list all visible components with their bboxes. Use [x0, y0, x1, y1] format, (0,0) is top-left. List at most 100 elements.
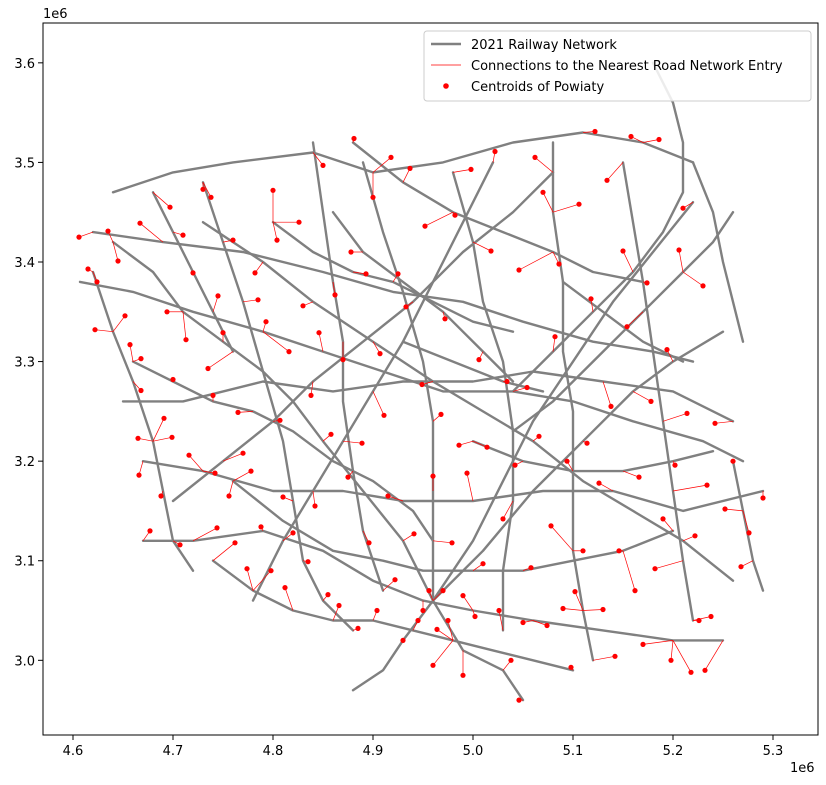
connection-line [312, 152, 324, 166]
railway-line [141, 460, 765, 513]
centroid-point [180, 232, 186, 238]
connection-line [387, 495, 404, 502]
legend-label-connection: Connections to the Nearest Road Network … [471, 59, 783, 74]
railway-line [231, 479, 675, 572]
centroid-point [85, 266, 91, 272]
connection-line [152, 418, 165, 442]
centroid-point [411, 531, 417, 537]
centroid-point [226, 493, 232, 499]
connection-line [207, 351, 234, 369]
centroid-point [400, 637, 406, 644]
connection-line [212, 295, 219, 312]
centroid-point [208, 194, 214, 200]
connection-line [212, 542, 236, 561]
centroid-point [668, 657, 674, 663]
centroid-point [636, 474, 642, 480]
connection-line [550, 525, 574, 552]
centroid-point [516, 697, 522, 703]
centroid-point [616, 548, 622, 554]
centroid-point [170, 376, 176, 383]
connection-line [622, 250, 634, 273]
centroid-point [520, 619, 526, 626]
centroid-point [420, 607, 426, 614]
connection-line [472, 241, 492, 252]
centroid-point [648, 398, 654, 404]
connection-line [672, 640, 692, 673]
connection-line [332, 605, 340, 621]
centroid-point [200, 186, 206, 192]
centroid-point [370, 194, 376, 200]
connection-line [192, 527, 218, 542]
centroid-point [722, 506, 728, 512]
centroid-point [252, 270, 258, 276]
connection-line [129, 344, 134, 362]
connection-line [692, 616, 712, 621]
centroid-point [340, 357, 346, 363]
centroid-point [348, 249, 354, 255]
centroid-point [255, 297, 261, 303]
centroid-point [286, 349, 292, 355]
railway-line [431, 200, 695, 602]
x-tick-label: 5.1 [563, 744, 584, 759]
y-tick-label: 3.3 [14, 356, 35, 371]
centroid-point [430, 473, 436, 479]
connection-line [372, 157, 392, 173]
railway-line [731, 460, 765, 592]
centroid-point [320, 162, 326, 168]
railway-line [201, 220, 735, 582]
centroid-point [672, 462, 678, 468]
centroid-point [608, 403, 614, 409]
centroid-point [564, 458, 570, 464]
centroid-point [568, 664, 574, 670]
y-tick-label: 3.0 [14, 654, 35, 669]
centroid-point [536, 433, 542, 439]
centroid-point [688, 669, 694, 675]
centroid-point [186, 452, 192, 458]
centroid-point [660, 516, 666, 522]
centroid-point [305, 559, 311, 565]
centroid-point [377, 351, 383, 357]
centroid-point [177, 542, 183, 548]
railway-line [471, 440, 715, 473]
centroid-point [407, 165, 413, 171]
connection-line [742, 510, 750, 533]
centroid-point [94, 279, 100, 285]
centroid-point [504, 378, 510, 385]
centroid-point [620, 248, 626, 254]
centroid-point [147, 528, 153, 534]
connection-line [598, 482, 614, 492]
centroid-point [161, 415, 167, 421]
connection-line [642, 139, 660, 143]
centroid-point [438, 411, 444, 417]
connection-line [432, 540, 453, 544]
centroid-point [270, 187, 276, 193]
connection-line [232, 470, 252, 482]
centroid-point [556, 261, 562, 267]
connection-line [188, 454, 204, 472]
centroid-point [442, 316, 448, 322]
centroid-point [640, 641, 646, 648]
connection-line [152, 192, 171, 208]
centroid-point [127, 342, 133, 348]
connection-line [432, 640, 454, 666]
centroid-point [552, 334, 558, 340]
connection-line [724, 508, 744, 512]
centroid-point [472, 613, 478, 620]
centroid-point [452, 212, 458, 218]
connection-line [552, 203, 580, 213]
centroid-point [708, 613, 714, 620]
centroid-point [392, 577, 398, 583]
y-tick-label: 3.4 [14, 256, 35, 271]
centroid-point [105, 228, 111, 234]
centroid-point [336, 602, 342, 609]
connection-line [606, 162, 624, 181]
x-axis-ticks: 4.6 4.7 4.8 4.9 5.0 5.1 5.2 5.3 [63, 735, 783, 759]
railway-line [451, 171, 515, 632]
centroid-point [355, 625, 361, 632]
centroid-point [210, 392, 216, 398]
connection-line [424, 211, 454, 227]
y-axis-ticks: 3.0 3.1 3.2 3.3 3.4 3.5 3.6 [14, 57, 43, 669]
centroid-point [488, 248, 494, 254]
centroid-point [263, 319, 269, 325]
centroid-point [430, 662, 436, 668]
